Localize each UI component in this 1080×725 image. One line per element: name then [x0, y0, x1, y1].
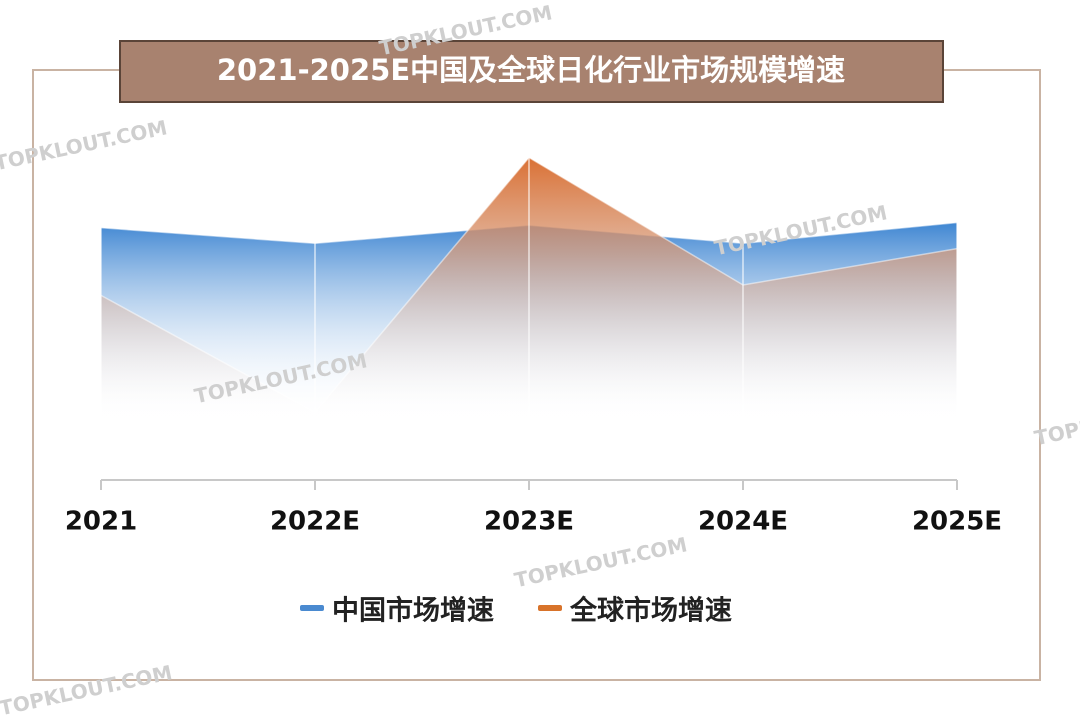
title-box — [119, 40, 944, 103]
chart-title: 2021-2025E中国及全球日化行业市场规模增速 — [217, 53, 845, 87]
x-tick-label: 2023E — [484, 507, 574, 537]
plot-area — [100, 150, 958, 480]
x-tick-label: 2025E — [912, 507, 1002, 537]
legend-label: 全球市场增速 — [569, 595, 732, 627]
legend-swatch — [538, 605, 562, 611]
watermark: TOPKLOUT.COM — [0, 115, 169, 175]
x-tick-label: 2022E — [270, 507, 360, 537]
watermark: TOPKLOUT.COM — [0, 660, 174, 720]
legend-swatch — [300, 605, 324, 611]
watermark: TOPKLOUT.COM — [512, 532, 689, 592]
legend-label: 中国市场增速 — [332, 595, 494, 627]
x-tick-label: 2021 — [65, 507, 137, 537]
x-tick-label: 2024E — [698, 507, 788, 537]
